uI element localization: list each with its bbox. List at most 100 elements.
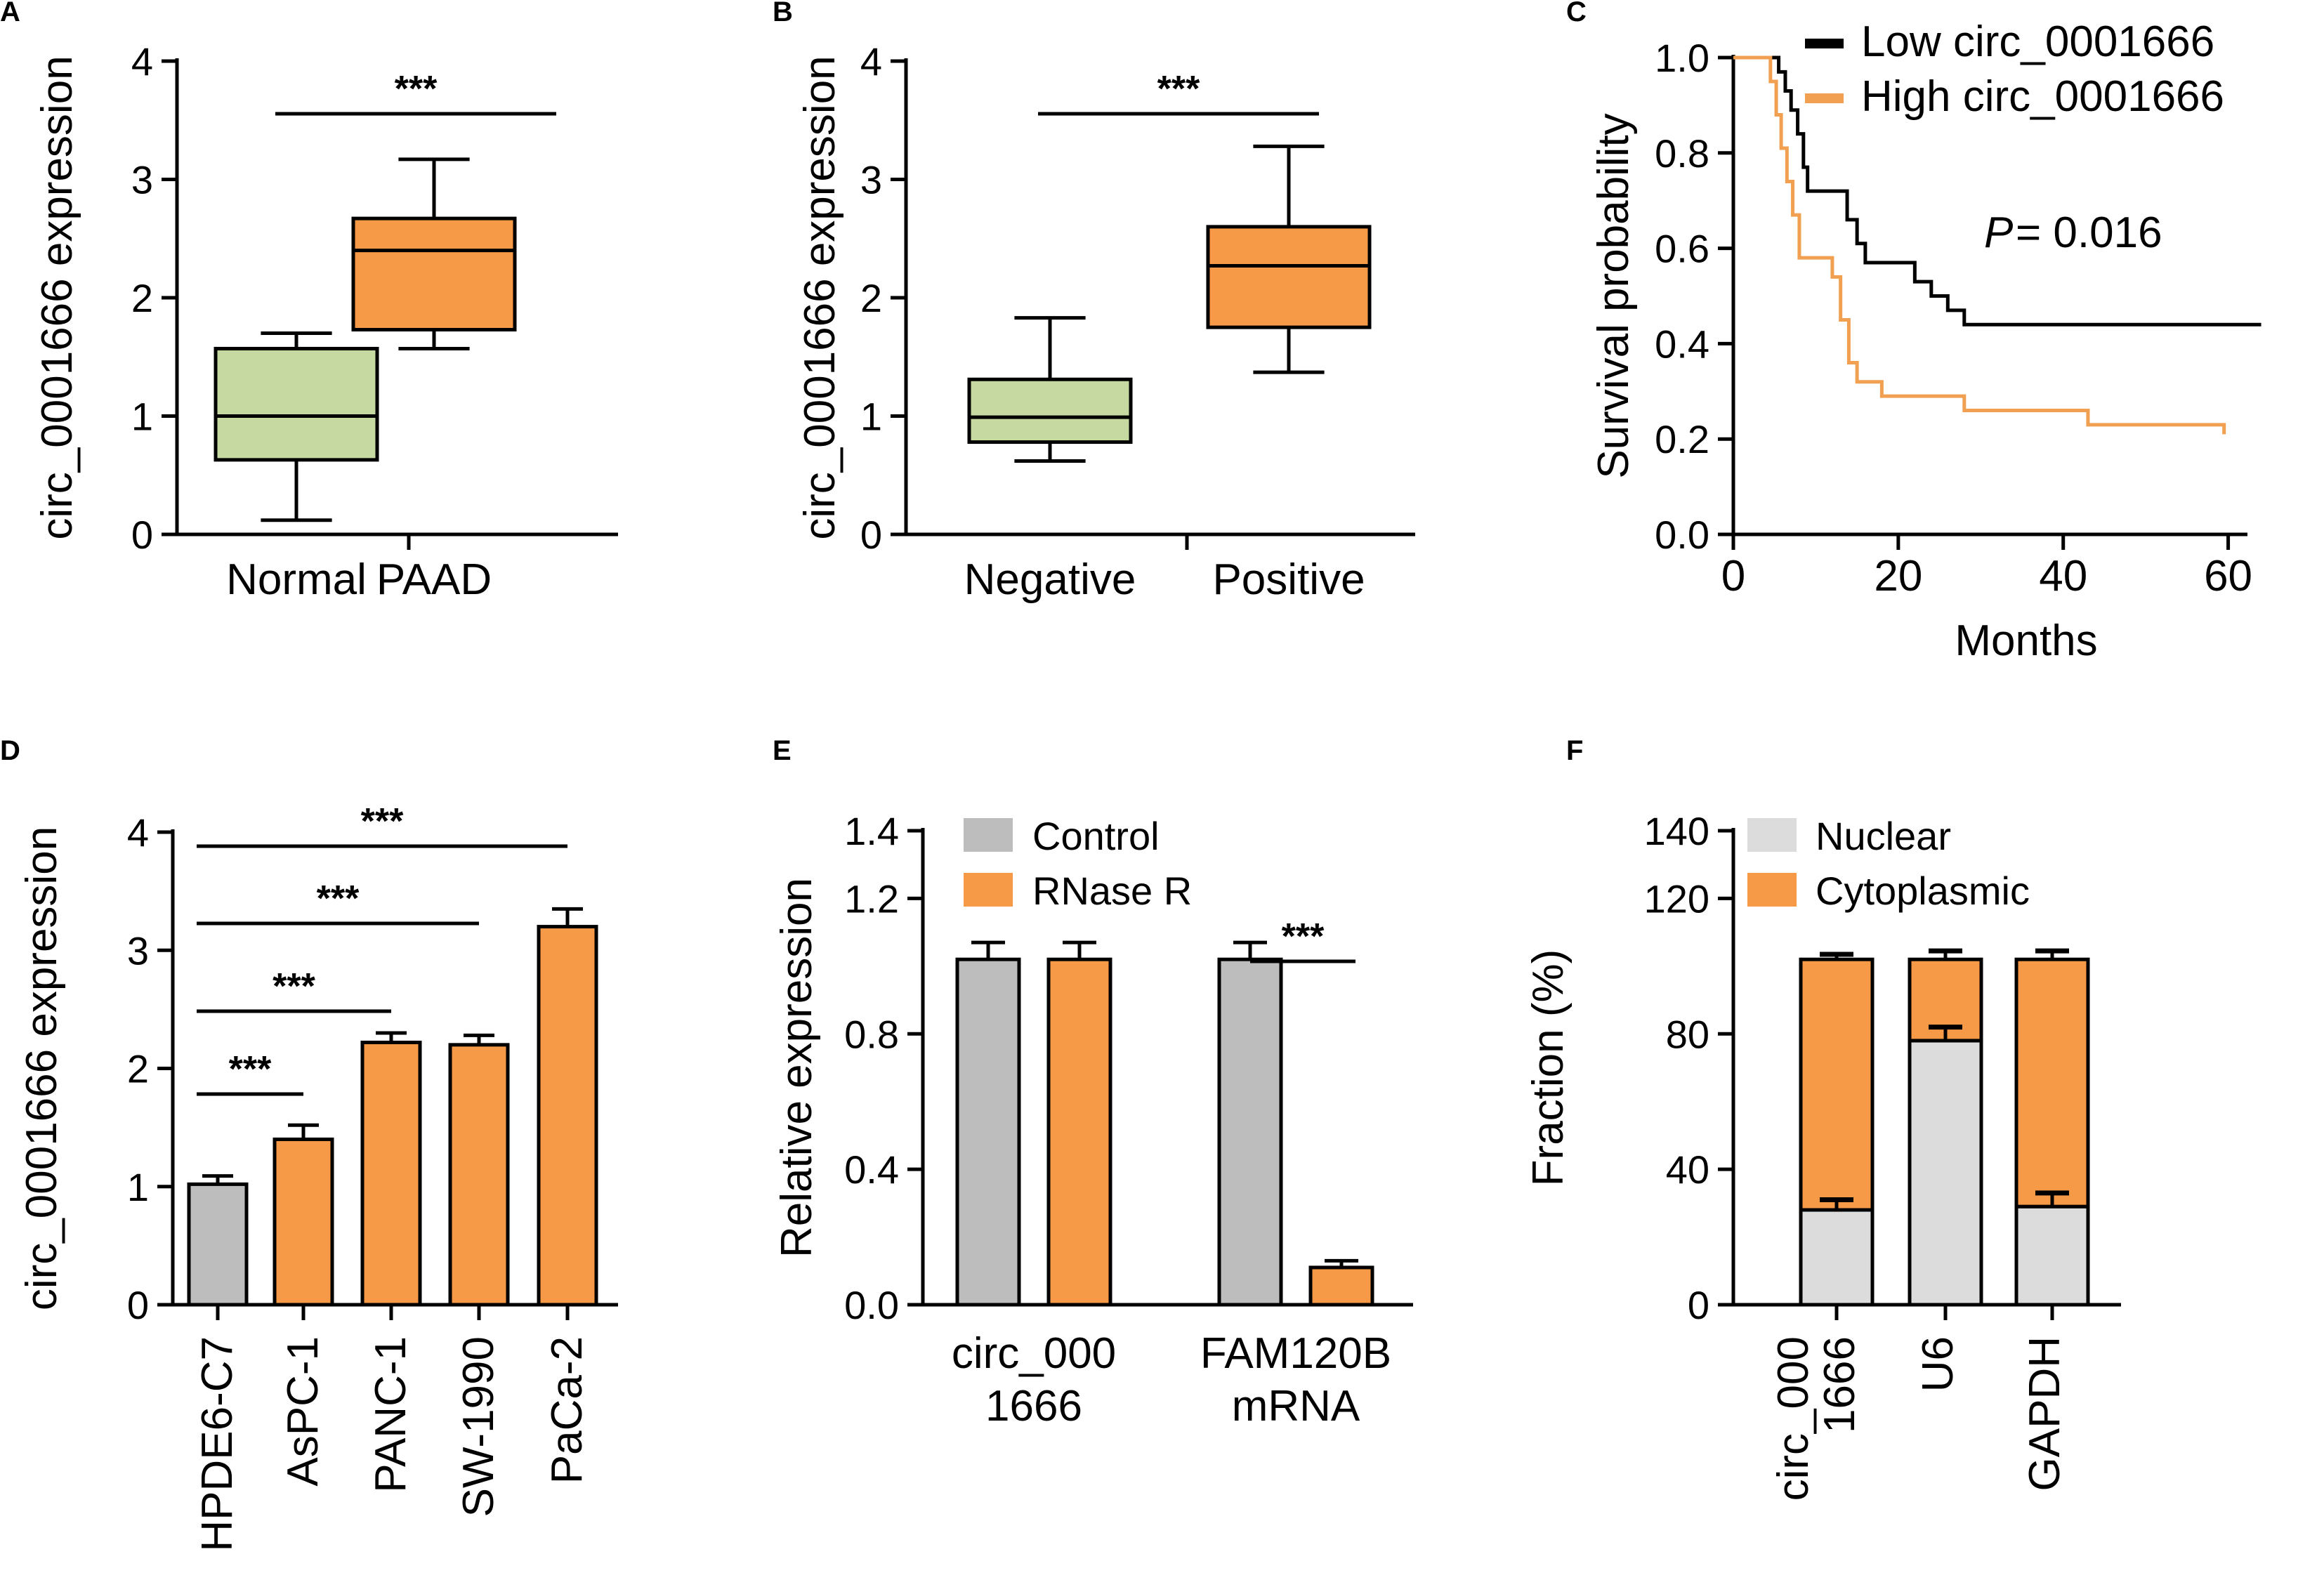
panel-a-y-tick-label: 0 xyxy=(131,513,153,557)
panel-d-x-tick-label: AsPC-1 xyxy=(279,1336,327,1487)
panel-f-bar-cytoplasmic xyxy=(2014,957,2090,1209)
panel-e-significance-label: *** xyxy=(1282,916,1325,957)
panel-d-y-tick-label: 3 xyxy=(127,928,149,973)
panel-f-legend-label: Nuclear xyxy=(1816,814,1951,858)
panel-e-y-tick-label: 1.2 xyxy=(844,876,899,921)
panel-a-box xyxy=(214,346,379,462)
panel-a-y-tick-label: 1 xyxy=(131,395,153,439)
panel-d-x-tick-label: PANC-1 xyxy=(367,1336,415,1493)
panel-c-survival-line-high xyxy=(1733,55,2226,435)
panel-e-bar-rnase-r xyxy=(1308,1265,1374,1307)
panel-a-significance-label: *** xyxy=(395,69,438,110)
panel-e-x-tick-label: circ_000 xyxy=(952,1329,1116,1378)
panel-c-survival-line-low xyxy=(1733,55,2261,327)
panel-d-x-tick-label: HPDE6-C7 xyxy=(193,1336,242,1552)
panel-d-significance-label: *** xyxy=(361,801,404,842)
panel-a-y-tick-label: 4 xyxy=(131,39,153,84)
panel-a-y-tick-label: 2 xyxy=(131,276,153,320)
panel-d-significance-label: *** xyxy=(317,878,360,919)
plots-layer: 0 1 2 3 4 circ_0001666 expression Normal PAAD **… xyxy=(18,18,2261,1552)
panel-a-x-tick-label: PAAD xyxy=(376,555,492,604)
panel-c-x-tick-label: 60 xyxy=(2204,552,2252,600)
panel-letter-e: E xyxy=(773,735,792,766)
panel-c-x-tick-label: 40 xyxy=(2039,552,2087,600)
panel-letter-f: F xyxy=(1566,735,1583,766)
panel-letter-a: A xyxy=(0,0,20,27)
panel-d-bar xyxy=(537,925,598,1307)
panel-e-x-tick-label: FAM120B xyxy=(1200,1329,1391,1378)
panel-b-y-tick-label: 4 xyxy=(860,39,882,84)
panel-e-bar-control xyxy=(1217,957,1283,1307)
panel-f-x-tick-label: circ_000 xyxy=(1769,1336,1818,1501)
panel-letter-d: D xyxy=(0,735,20,766)
panel-d-bar xyxy=(448,1043,510,1307)
panel-b-box xyxy=(967,377,1133,445)
panel-d-bar xyxy=(360,1040,422,1307)
panel-b-y-tick-label: 1 xyxy=(860,395,882,439)
panel-f-x-tick-label: 1666 xyxy=(1816,1336,1864,1433)
panel-e-y-tick-label: 0.4 xyxy=(844,1147,899,1192)
panel-f-bar-nuclear xyxy=(1799,1208,1875,1307)
panel-e-x-tick-label: mRNA xyxy=(1232,1382,1360,1430)
panel-c-x-tick-label: 20 xyxy=(1874,552,1922,600)
panel-letter-b: B xyxy=(773,0,793,27)
panel-f-y-tick-label: 0 xyxy=(1688,1283,1709,1327)
panel-b-box xyxy=(1206,225,1372,329)
panel-d-y-tick-label: 0 xyxy=(127,1283,149,1327)
panel-e-legend-swatch xyxy=(964,818,1013,852)
panel-e-x-tick-label: 1666 xyxy=(985,1382,1082,1430)
panel-f-bar-nuclear xyxy=(1908,1039,1983,1307)
panel-e-y-tick-label: 0.8 xyxy=(844,1012,899,1056)
panel-e-bar-control xyxy=(955,957,1021,1307)
panel-f-y-tick-label: 140 xyxy=(1644,809,1709,853)
panel-e-y-tick-label: 1.4 xyxy=(844,809,899,853)
panel-d-significance-label: *** xyxy=(229,1049,272,1090)
panel-f-legend-label: Cytoplasmic xyxy=(1816,869,2030,913)
panel-d-bar xyxy=(273,1137,334,1307)
panel-c-p-value: = 0.016 xyxy=(2016,209,2162,257)
panel-f-y-tick-label: 120 xyxy=(1644,876,1709,921)
panel-f-legend-swatch xyxy=(1747,818,1797,852)
panel-c-y-tick-label: 0.0 xyxy=(1655,513,1709,557)
panel-d-x-tick-label: SW-1990 xyxy=(454,1336,503,1517)
panel-f-bar-nuclear xyxy=(2014,1204,2090,1307)
panel-c-y-tick-label: 0.4 xyxy=(1655,322,1709,366)
panel-d-y-axis-label: circ_0001666 expression xyxy=(18,827,66,1310)
panel-b-significance-label: *** xyxy=(1157,69,1200,110)
panel-a-y-tick-label: 3 xyxy=(131,158,153,202)
panel-e-legend-label: RNase R xyxy=(1032,869,1192,913)
panel-letter-c: C xyxy=(1566,0,1587,27)
panel-b-y-tick-label: 0 xyxy=(860,513,882,557)
panel-b-y-tick-label: 2 xyxy=(860,276,882,320)
panel-e-legend-label: Control xyxy=(1032,814,1160,858)
panel-b-x-tick-label: Positive xyxy=(1212,555,1365,604)
panel-c-x-tick-label: 0 xyxy=(1721,552,1745,600)
panel-a-box xyxy=(351,216,517,331)
panel-f-y-tick-label: 40 xyxy=(1666,1147,1709,1192)
panel-e-legend-swatch xyxy=(964,873,1013,907)
panel-b-y-tick-label: 3 xyxy=(860,158,882,202)
panel-c-y-axis-label: Survival probability xyxy=(1589,113,1638,478)
panel-f-x-tick-label: GAPDH xyxy=(2021,1336,2069,1491)
panel-f-y-tick-label: 80 xyxy=(1666,1012,1709,1056)
panel-d-x-tick-label: PaCa-2 xyxy=(543,1336,591,1484)
panel-d-bar xyxy=(187,1182,249,1307)
panel-b-x-tick-label: Negative xyxy=(964,555,1136,604)
panel-e-y-axis-label: Relative expression xyxy=(773,878,821,1258)
panel-e-bar-rnase-r xyxy=(1046,957,1112,1307)
panel-f-bar-cytoplasmic xyxy=(1799,957,1875,1212)
panel-c-p-label: P xyxy=(1984,209,2013,257)
panel-c-y-tick-label: 1.0 xyxy=(1655,36,1709,80)
panel-b-y-axis-label: circ_0001666 expression xyxy=(796,55,844,539)
panel-f-x-tick-label: U6 xyxy=(1914,1336,1962,1392)
panel-d-y-tick-label: 4 xyxy=(127,810,149,855)
panel-c-y-tick-label: 0.8 xyxy=(1655,131,1709,176)
panel-c-y-tick-label: 0.6 xyxy=(1655,227,1709,271)
panel-e-y-tick-label: 0.0 xyxy=(844,1283,899,1327)
panel-c-y-tick-label: 0.2 xyxy=(1655,417,1709,461)
panel-a-y-axis-label: circ_0001666 expression xyxy=(33,55,81,539)
panel-d-significance-label: *** xyxy=(273,966,315,1007)
panel-a-x-tick-label: Normal xyxy=(226,555,367,604)
panel-f-legend-swatch xyxy=(1747,873,1797,907)
